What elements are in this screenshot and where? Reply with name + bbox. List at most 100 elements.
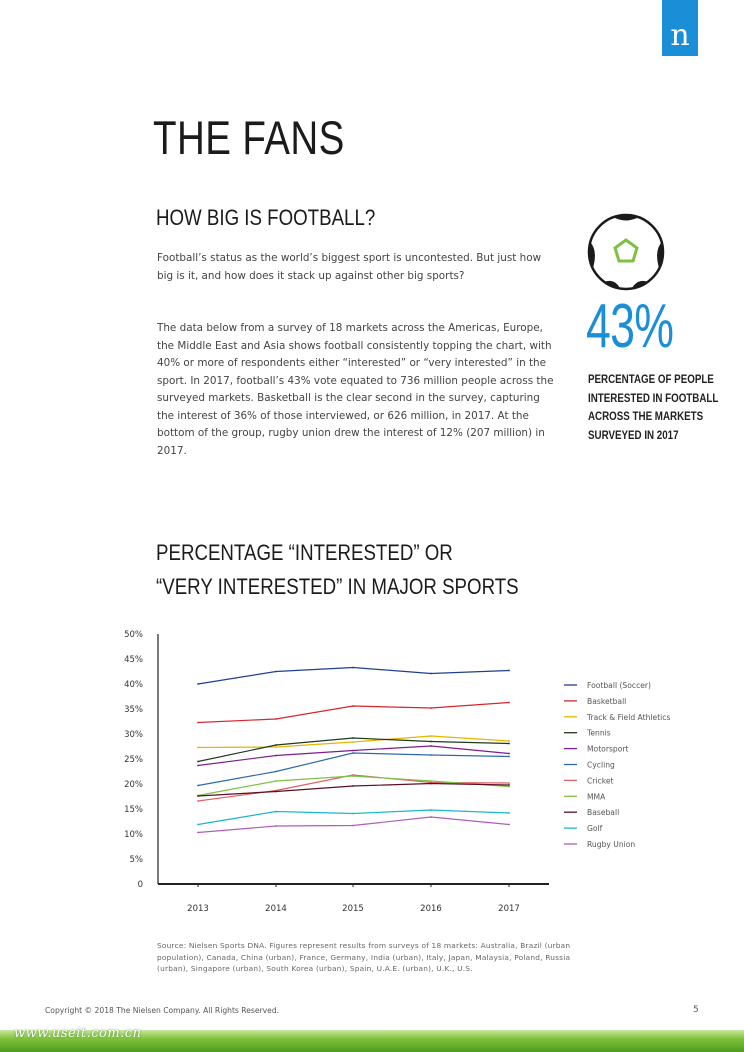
section-subtitle: HOW BIG IS FOOTBALL? [156,205,376,230]
data-point [352,737,354,739]
legend-label: Baseball [587,808,619,817]
data-point [430,707,432,709]
data-point [275,754,277,757]
data-point [430,780,432,782]
ball-patch-bottom-left [604,280,620,288]
legend-label: Rugby Union [587,840,635,849]
stat-caption-line: PERCENTAGE OF PEOPLE [588,374,714,386]
data-point [352,812,354,815]
line-chart: 0 5% 10% 15% 20% 25% 30% 35% 40% 45% 50% 2013 2014 20… [124,630,670,914]
data-point [508,752,510,755]
chart-title-line: PERCENTAGE “INTERESTED” OR [156,540,453,565]
data-point [197,721,199,724]
data-point [275,810,277,813]
data-point [508,740,510,742]
data-point [275,670,277,673]
data-point [508,784,510,786]
data-point [352,752,354,754]
data-point [197,831,199,834]
chart-title-line: “VERY INTERESTED” IN MAJOR SPORTS [156,574,519,599]
legend-label: Tennis [586,729,611,738]
intro-paragraph: Football’s status as the world’s biggest… [157,252,542,282]
data-point [275,746,277,748]
data-point [508,823,510,826]
series-line [197,816,510,834]
data-point [508,701,510,704]
data-point [197,764,199,767]
series-line [197,666,510,685]
data-point [275,825,277,827]
x-tick-label: 2016 [420,904,442,914]
legend-label: Football (Soccer) [587,681,651,690]
grass-footer [0,1030,744,1052]
watermark: www.useit.com.cn [14,1026,142,1041]
data-point [197,683,199,685]
data-point [352,749,354,752]
page-number: 5 [693,1005,699,1015]
data-point [508,755,510,758]
data-point [352,824,354,827]
series-line [197,809,510,826]
ball-patch-top [613,214,639,221]
data-point [430,672,432,675]
y-tick-label: 45% [124,655,143,665]
nielsen-logo: n [662,0,698,56]
y-tick-label: 50% [124,630,143,640]
ball-patch-bottom-right [632,280,648,288]
x-tick-label: 2013 [187,904,209,914]
data-point [430,816,432,818]
football-icon [587,213,665,291]
data-point [508,785,510,788]
data-point [197,784,199,787]
x-tick-label: 2015 [342,904,364,914]
data-point [275,790,277,793]
y-tick-label: 35% [124,705,143,715]
ball-patch-left [588,242,595,268]
stat-caption: PERCENTAGE OF PEOPLE INTERESTED IN FOOTB… [588,371,719,445]
x-tick-label: 2017 [498,904,520,914]
data-point [508,812,510,814]
stat-caption-line: SURVEYED IN 2017 [588,429,679,442]
data-point [430,735,432,737]
series-line [197,774,510,802]
data-point [508,742,510,745]
data-point [352,741,354,743]
data-point [197,746,199,749]
ball-center-pentagon [613,238,639,263]
data-point [430,809,432,811]
y-tick-label: 25% [124,755,143,765]
y-tick-label: 5% [130,855,144,865]
ball-outline [587,213,665,291]
data-point [197,823,199,826]
data-point [275,718,277,720]
data-point [352,775,354,777]
source-note: Source: Nielsen Sports DNA. Figures repr… [157,941,571,973]
data-point [197,800,199,802]
data-point [430,782,432,785]
series-line [197,752,510,787]
data-point [352,705,354,707]
data-point [352,785,354,787]
x-tick-label: 2014 [265,904,287,914]
legend-label: Cricket [587,776,614,785]
stat-value: 43% [586,292,674,361]
copyright: Copyright © 2018 The Nielsen Company. Al… [45,1006,280,1015]
y-tick-label: 15% [124,805,143,815]
data-point [275,770,277,773]
data-point [275,780,277,782]
y-tick-label: 10% [124,830,143,840]
legend-label: Cycling [587,761,615,770]
data-point [197,795,199,797]
data-point [430,745,432,747]
legend-label: Golf [587,824,603,833]
legend-label: MMA [587,792,606,801]
data-point [508,782,510,784]
stat-caption-line: INTERESTED IN FOOTBALL [588,392,719,405]
ball-patch-right [657,242,664,268]
stat-caption-line: ACROSS THE MARKETS [588,411,704,423]
data-point [352,666,354,669]
chart-title: PERCENTAGE “INTERESTED” OR “VERY INTERES… [156,536,519,604]
page-title: THE FANS [153,111,345,164]
data-point [275,744,277,746]
data-point [508,669,510,672]
